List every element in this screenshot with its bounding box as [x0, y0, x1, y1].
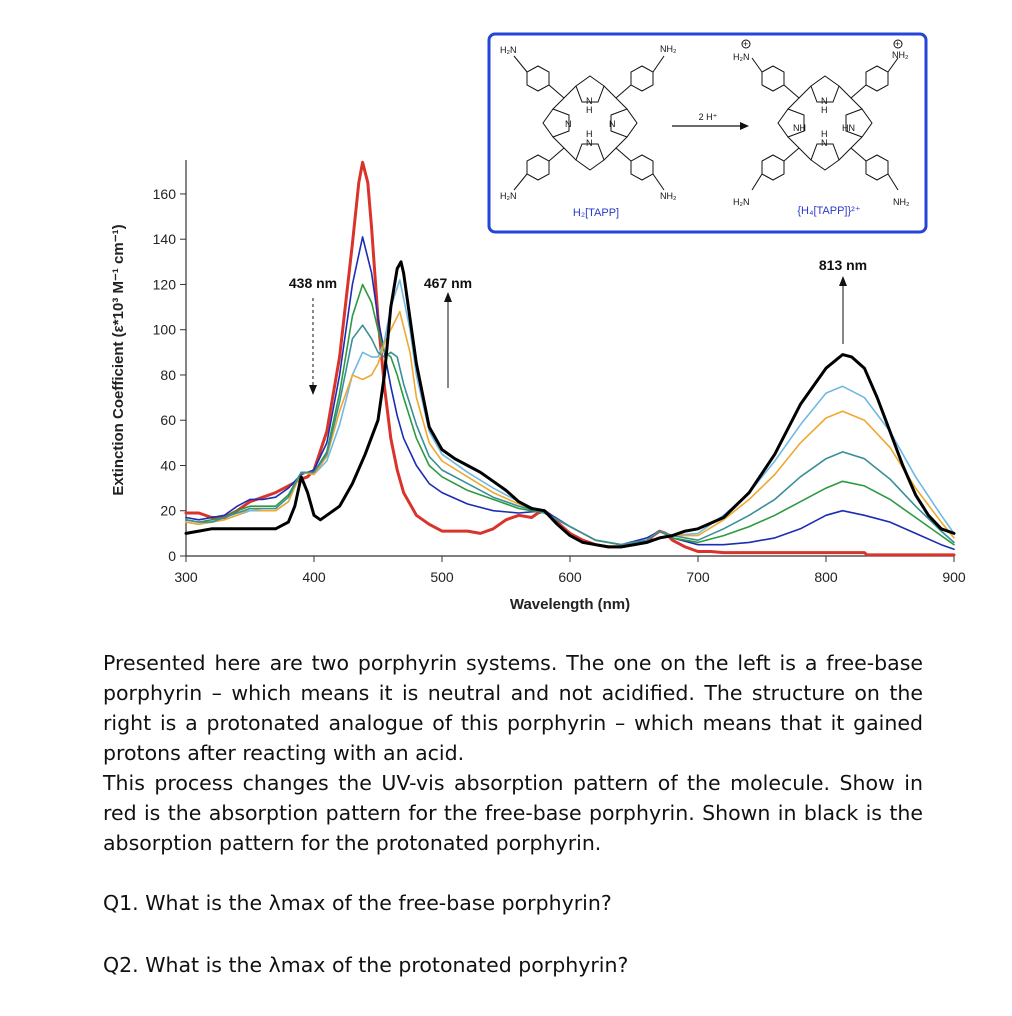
free-base-name: H₂[TAPP]: [573, 207, 619, 219]
free-base-ring-n-right: N: [609, 119, 616, 129]
arrowhead-down-icon: [309, 385, 317, 395]
free-base-nh2-top-right: NH₂: [660, 44, 677, 54]
inset-frame: [487, 32, 928, 234]
annotation-467nm: 467 nm: [424, 275, 472, 388]
protonated-nh2-bottom-right: NH₂: [893, 197, 910, 207]
y-tick-label: 100: [153, 322, 177, 338]
x-tick-label: 700: [686, 569, 710, 585]
free-base-ring-h-top: H: [586, 105, 593, 115]
x-axis-title: Wavelength (nm): [510, 596, 630, 613]
structure-inset: H₂N NH₂ H₂N NH₂ N H N N H N H₂[TAPP] 2 H…: [487, 32, 928, 234]
y-tick-label: 60: [160, 412, 176, 428]
free-base-nh2-top-left: H₂N: [500, 45, 517, 55]
x-tick-label: 600: [558, 569, 582, 585]
arrowhead-up-icon: [839, 276, 847, 286]
description-text: Presented here are two porphyrin systems…: [103, 648, 923, 858]
free-base-nh2-bottom-right: NH₂: [660, 191, 677, 201]
y-tick-label: 0: [168, 548, 176, 564]
plus-charge-icon: +: [743, 39, 748, 49]
y-tick-label: 160: [153, 186, 177, 202]
annotation-467nm-label: 467 nm: [424, 275, 472, 291]
x-tick-label: 400: [302, 569, 326, 585]
protonated-ring-n-bottom: N: [821, 138, 828, 148]
y-tick-label: 20: [160, 503, 176, 519]
protonated-nh2-bottom-left: H₂N: [733, 197, 750, 207]
protonated-ring-hn-right: HN: [842, 123, 855, 133]
y-axis-ticks: 0 20 40 60 80 100 120 140 160: [153, 186, 186, 564]
annotation-438nm-label: 438 nm: [289, 275, 337, 291]
annotation-813nm: 813 nm: [819, 257, 867, 344]
free-base-nh2-bottom-left: H₂N: [500, 191, 517, 201]
uv-vis-figure: 300 400 500 600 700 800 900 0 20 40 60 80 100 120 140…: [110, 32, 966, 613]
plus-charge-icon: +: [895, 39, 900, 49]
protonated-nh2-top-left: H₂N: [733, 52, 750, 62]
description-paragraph-1: Presented here are two porphyrin systems…: [103, 651, 923, 765]
protonated-porphyrin-structure: [741, 39, 903, 191]
series-line-1: [185, 236, 955, 551]
y-tick-label: 120: [153, 276, 177, 292]
reaction-arrowhead-icon: [740, 122, 749, 130]
y-tick-label: 80: [160, 367, 176, 383]
free-base-ring-h-bottom: H: [586, 129, 593, 139]
series-line-4: [185, 310, 955, 546]
annotation-438nm: 438 nm: [289, 275, 337, 395]
question-1: Q1. What is the λmax of the free-base po…: [103, 891, 612, 915]
reaction-arrow-label: 2 H⁺: [699, 112, 718, 122]
x-axis-ticks: 300 400 500 600 700 800 900: [174, 556, 966, 585]
free-base-ring-n-bottom: N: [586, 138, 593, 148]
arrowhead-up-icon: [444, 292, 452, 302]
protonated-name: {H₄[TAPP]}²⁺: [797, 205, 860, 217]
series-line-0: [184, 160, 956, 557]
protonated-ring-nh-left: NH: [793, 123, 806, 133]
series-line-3: [185, 283, 955, 546]
protonated-ring-h-top: H: [821, 105, 828, 115]
free-base-ring-n-top: N: [586, 96, 593, 106]
x-tick-label: 500: [430, 569, 454, 585]
protonated-nh2-top-right: NH₂: [892, 50, 909, 60]
series-line-5: [185, 324, 955, 546]
free-base-ring-n-left: N: [565, 119, 572, 129]
x-tick-label: 900: [942, 569, 966, 585]
description-paragraph-2: This process changes the UV-vis absorpti…: [103, 771, 923, 855]
annotation-813nm-label: 813 nm: [819, 257, 867, 273]
y-axis-title: Extinction Coefficient (ε*10³ M⁻¹ cm⁻¹): [110, 224, 127, 495]
free-base-porphyrin-structure: [513, 55, 665, 191]
protonated-ring-h-bottom: H: [821, 129, 828, 139]
series-line-6: [184, 260, 956, 549]
series-lines: [184, 160, 956, 557]
question-2: Q2. What is the λmax of the protonated p…: [103, 953, 629, 977]
x-tick-label: 300: [174, 569, 198, 585]
y-tick-label: 40: [160, 457, 176, 473]
x-tick-label: 800: [814, 569, 838, 585]
y-tick-label: 140: [153, 231, 177, 247]
protonated-ring-n-top: N: [821, 96, 828, 106]
